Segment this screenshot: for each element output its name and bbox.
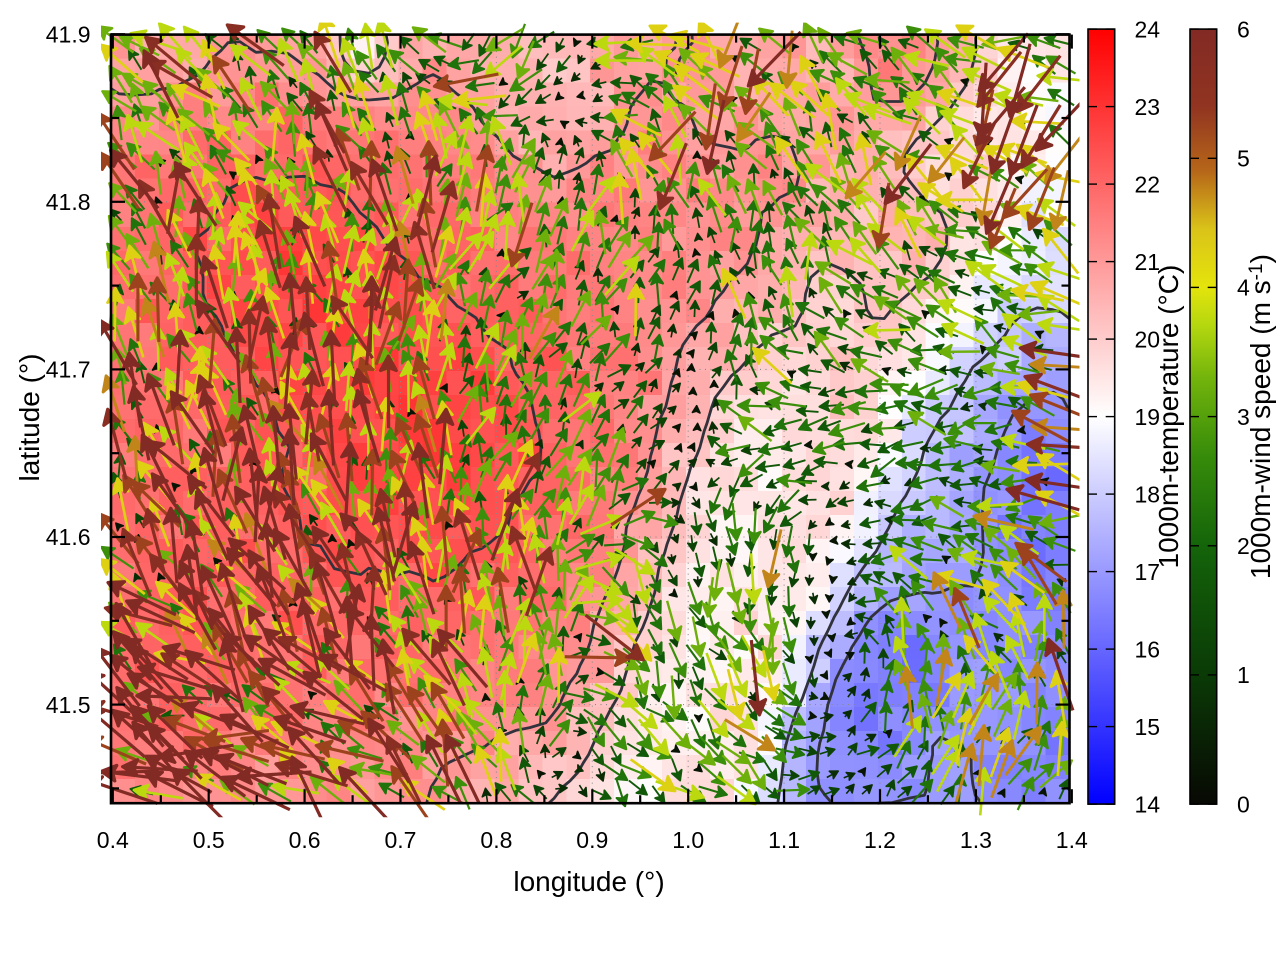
svg-text:19: 19	[1135, 404, 1161, 430]
svg-text:longitude (°): longitude (°)	[513, 866, 664, 897]
svg-text:23: 23	[1135, 94, 1161, 120]
svg-text:0: 0	[1237, 791, 1250, 817]
svg-text:0.5: 0.5	[193, 827, 225, 853]
svg-text:24: 24	[1135, 16, 1161, 42]
svg-text:41.5: 41.5	[46, 692, 91, 718]
svg-text:18: 18	[1135, 481, 1161, 507]
svg-text:15: 15	[1135, 714, 1161, 740]
svg-text:5: 5	[1237, 146, 1250, 172]
svg-text:1: 1	[1237, 662, 1250, 688]
svg-text:20: 20	[1135, 326, 1161, 352]
svg-text:21: 21	[1135, 249, 1161, 275]
svg-text:1000m-wind speed (m s-1): 1000m-wind speed (m s-1)	[1245, 254, 1276, 579]
svg-text:6: 6	[1237, 16, 1250, 42]
svg-text:1.1: 1.1	[768, 827, 800, 853]
svg-text:0.9: 0.9	[576, 827, 608, 853]
svg-text:3: 3	[1237, 404, 1250, 430]
svg-text:4: 4	[1237, 275, 1250, 301]
svg-text:1.4: 1.4	[1056, 827, 1088, 853]
svg-text:1.2: 1.2	[864, 827, 896, 853]
svg-text:0.6: 0.6	[289, 827, 321, 853]
svg-text:0.7: 0.7	[385, 827, 417, 853]
svg-text:41.7: 41.7	[46, 357, 91, 383]
svg-text:1.0: 1.0	[672, 827, 704, 853]
svg-text:17: 17	[1135, 559, 1161, 585]
svg-text:0.4: 0.4	[97, 827, 129, 853]
svg-text:1.3: 1.3	[960, 827, 992, 853]
svg-text:16: 16	[1135, 636, 1161, 662]
svg-text:1000m-temperature (°C): 1000m-temperature (°C)	[1153, 265, 1184, 569]
svg-text:0.8: 0.8	[480, 827, 512, 853]
svg-text:22: 22	[1135, 171, 1161, 197]
svg-text:41.6: 41.6	[46, 524, 91, 550]
svg-text:14: 14	[1135, 791, 1161, 817]
svg-text:41.9: 41.9	[46, 21, 91, 47]
svg-text:41.8: 41.8	[46, 189, 91, 215]
svg-text:2: 2	[1237, 533, 1250, 559]
svg-text:latitude (°): latitude (°)	[14, 354, 45, 482]
